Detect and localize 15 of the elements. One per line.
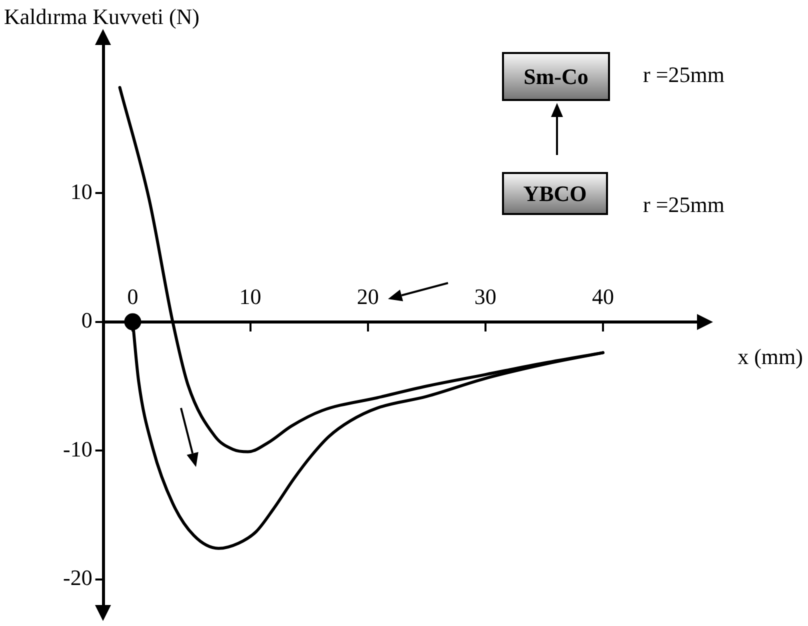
annotation: Sm-Co [502, 52, 610, 101]
x-axis-title: x (mm) [738, 344, 803, 369]
x-tick-label: 20 [356, 284, 379, 309]
annotation: r =25mm [643, 191, 726, 219]
y-tick-label: 10 [70, 178, 92, 204]
annotation: YBCO [502, 172, 608, 215]
y-tick-label: -10 [63, 436, 92, 462]
annotation: r =25mm [643, 61, 726, 89]
x-tick-label: 0 [127, 284, 138, 309]
y-axis-title: Kaldırma Kuvveti (N) [4, 4, 200, 29]
y-tick-label: -20 [63, 565, 92, 590]
x-tick-label: 30 [474, 284, 496, 309]
x-tick-label: 10 [239, 284, 262, 309]
y-tick-label: 0 [81, 308, 92, 333]
x-tick-label: 40 [592, 284, 614, 309]
